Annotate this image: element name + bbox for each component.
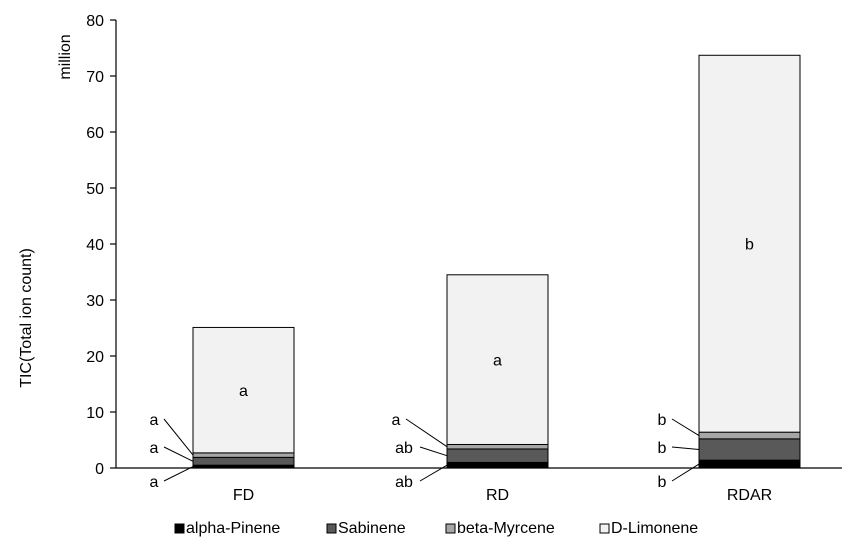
legend-label: alpha-Pinene (186, 520, 280, 537)
legend-swatch (174, 523, 185, 534)
significance-label: a (239, 383, 248, 400)
leader-line (163, 466, 194, 482)
bar-segment-beta-myrcene (192, 452, 295, 458)
bars-group (192, 54, 801, 469)
bar-segment-beta-myrcene (698, 431, 801, 440)
significance-label: b (658, 474, 667, 491)
bar-segment-d-limonene (698, 54, 801, 433)
y-tick-label: 0 (95, 461, 104, 478)
leader-line (163, 446, 194, 462)
legend-item: alpha-Pinene (174, 520, 280, 537)
bar-segment-sabinene (698, 438, 801, 461)
bar-segment-alpha-pinene (446, 461, 549, 469)
y-axis: 0 10 20 30 40 50 60 70 80 (86, 13, 117, 478)
legend-item: Sabinene (326, 520, 406, 537)
legend-swatch (599, 523, 610, 534)
y-tick-label: 60 (86, 125, 104, 142)
significance-label: b (745, 237, 754, 254)
bar-segment-d-limonene (192, 326, 295, 454)
x-axis: FD RD RDAR (116, 467, 842, 504)
leader-line (671, 463, 700, 482)
y-tick-label: 40 (86, 237, 104, 254)
legend-label: D-Limonene (611, 520, 698, 537)
legend-swatch (445, 523, 456, 534)
y-tick-label: 20 (86, 349, 104, 366)
bar-segment-d-limonene (446, 274, 549, 445)
legend-label: Sabinene (338, 520, 406, 537)
y-tick-label: 30 (86, 293, 104, 310)
significance-label: b (658, 412, 667, 429)
significance-label: ab (395, 474, 413, 491)
y-tick-label: 10 (86, 405, 104, 422)
y-unit-label: million (57, 34, 74, 79)
y-tick-label: 70 (86, 69, 104, 86)
legend-label: beta-Myrcene (457, 520, 555, 537)
bar-segment-sabinene (192, 456, 295, 466)
x-category-label: RDAR (727, 487, 772, 504)
leader-line (419, 464, 448, 482)
significance-label: ab (395, 440, 413, 457)
y-axis-title: TIC(Total ion count) (18, 248, 35, 388)
leader-line (671, 446, 700, 451)
significance-label: a (150, 440, 159, 457)
significance-label: b (658, 440, 667, 457)
leader-line (419, 446, 448, 457)
significance-label: a (150, 412, 159, 429)
legend-item: D-Limonene (599, 520, 698, 537)
y-tick-label: 50 (86, 181, 104, 198)
bar-segment-alpha-pinene (698, 459, 801, 469)
bar-segment-beta-myrcene (446, 443, 549, 450)
leader-line (405, 418, 448, 448)
significance-label: a (150, 474, 159, 491)
x-category-label: RD (486, 487, 509, 504)
significance-label: a (493, 353, 502, 370)
bar-segment-sabinene (446, 448, 549, 463)
legend-item: beta-Myrcene (445, 520, 555, 537)
y-tick-label: 80 (86, 13, 104, 30)
leader-line (671, 418, 700, 436)
legend-swatch (326, 523, 337, 534)
x-category-label: FD (233, 487, 254, 504)
significance-label: a (392, 412, 401, 429)
leader-line (163, 418, 194, 456)
legend: alpha-Pinene Sabinene beta-Myrcene D-Limone… (174, 520, 698, 537)
